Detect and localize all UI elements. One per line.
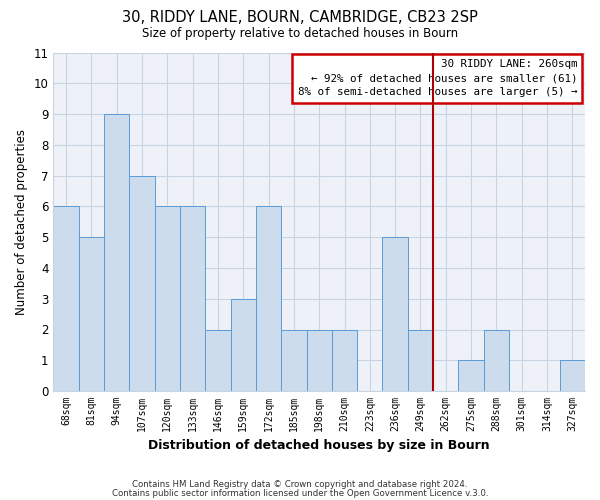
Bar xyxy=(130,176,155,391)
Bar xyxy=(205,330,230,391)
Y-axis label: Number of detached properties: Number of detached properties xyxy=(15,129,28,315)
Bar xyxy=(382,237,408,391)
Bar xyxy=(484,330,509,391)
Text: Size of property relative to detached houses in Bourn: Size of property relative to detached ho… xyxy=(142,28,458,40)
Bar xyxy=(256,206,281,391)
Bar xyxy=(408,330,433,391)
Bar xyxy=(155,206,180,391)
Bar xyxy=(281,330,307,391)
Bar xyxy=(180,206,205,391)
Text: 30 RIDDY LANE: 260sqm
← 92% of detached houses are smaller (61)
8% of semi-detac: 30 RIDDY LANE: 260sqm ← 92% of detached … xyxy=(298,60,577,98)
Bar xyxy=(560,360,585,391)
Text: 30, RIDDY LANE, BOURN, CAMBRIDGE, CB23 2SP: 30, RIDDY LANE, BOURN, CAMBRIDGE, CB23 2… xyxy=(122,10,478,25)
Bar xyxy=(230,298,256,391)
Bar xyxy=(79,237,104,391)
Bar xyxy=(307,330,332,391)
Bar xyxy=(53,206,79,391)
Bar xyxy=(458,360,484,391)
Bar xyxy=(332,330,357,391)
Text: Contains HM Land Registry data © Crown copyright and database right 2024.: Contains HM Land Registry data © Crown c… xyxy=(132,480,468,489)
Bar xyxy=(104,114,130,391)
X-axis label: Distribution of detached houses by size in Bourn: Distribution of detached houses by size … xyxy=(148,440,490,452)
Text: Contains public sector information licensed under the Open Government Licence v.: Contains public sector information licen… xyxy=(112,488,488,498)
